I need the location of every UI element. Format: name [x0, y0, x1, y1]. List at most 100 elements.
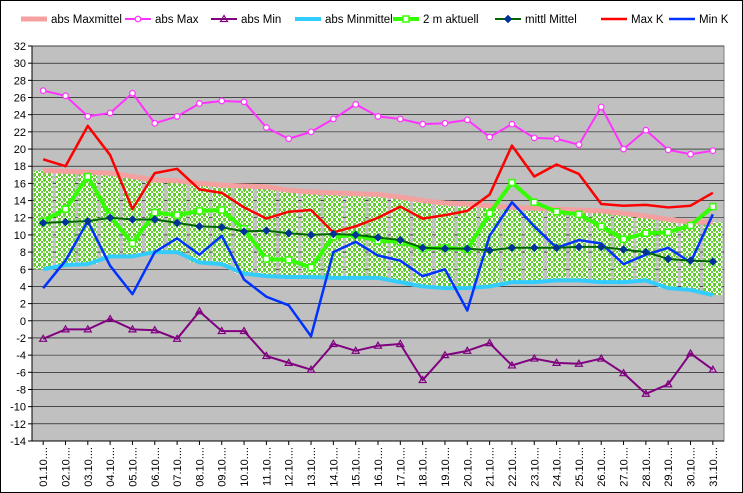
x-tick-label: 01.10.... — [38, 447, 50, 487]
x-tick-label: 19.10.... — [440, 447, 452, 487]
series-lines — [38, 87, 718, 397]
data-point — [709, 202, 717, 211]
data-point — [575, 210, 583, 219]
data-point — [374, 113, 382, 120]
x-axis-ticks: 01.10.... 02.10.... 03.10.... 04.10.... 05.1… — [38, 441, 720, 487]
data-point — [172, 334, 182, 342]
data-point — [307, 263, 315, 272]
y-tick-label: 8 — [20, 247, 26, 259]
data-point — [663, 254, 673, 264]
y-tick-label: -6 — [16, 367, 26, 379]
data-point — [329, 229, 338, 239]
y-tick-label: -8 — [16, 384, 26, 396]
data-point — [129, 89, 136, 97]
data-point — [84, 172, 92, 181]
data-point — [529, 353, 539, 362]
data-point — [574, 359, 584, 367]
series-line — [42, 310, 714, 395]
y-tick-label: 24 — [14, 110, 26, 122]
data-point — [62, 92, 69, 100]
legend-label: mittl Mittel — [525, 14, 577, 26]
data-point — [172, 218, 182, 228]
data-point — [574, 242, 584, 252]
x-tick-label: 10.10.... — [239, 447, 251, 487]
data-point — [418, 243, 427, 253]
x-tick-label: 21.10.... — [485, 447, 497, 487]
x-tick-label: 31.10.... — [708, 447, 720, 487]
x-tick-label: 03.10.... — [83, 447, 95, 487]
data-point — [641, 247, 651, 257]
data-point — [307, 128, 315, 136]
data-point — [373, 340, 383, 349]
x-tick-label: 28.10.... — [641, 447, 653, 487]
series-line-abs-maxmittel — [43, 168, 713, 225]
legend-item: mittl Mittel — [495, 14, 577, 26]
x-tick-label: 25.10.... — [574, 447, 586, 487]
x-tick-label: 08.10.... — [194, 447, 206, 487]
data-point — [619, 368, 629, 377]
legend-label: Max K — [631, 14, 664, 26]
data-point — [150, 215, 160, 224]
x-tick-label: 27.10.... — [619, 447, 631, 487]
legend-label: abs Max — [155, 14, 199, 26]
legend-label: abs Maxmittel — [51, 14, 122, 26]
data-point — [173, 211, 181, 219]
data-point — [463, 116, 471, 124]
data-point — [105, 314, 115, 323]
data-point — [552, 243, 561, 253]
data-point — [351, 230, 361, 240]
series-mittl-mittel — [38, 213, 718, 266]
data-point — [83, 216, 93, 226]
x-tick-label: 09.10.... — [217, 447, 229, 487]
y-tick-label: -12 — [10, 419, 26, 431]
data-point — [503, 14, 513, 24]
series-line — [42, 124, 714, 234]
data-point — [105, 213, 115, 223]
x-tick-label: 12.10.... — [284, 447, 296, 487]
y-tick-label: 12 — [14, 213, 26, 225]
data-point — [553, 135, 560, 143]
data-point — [597, 103, 605, 111]
data-point — [173, 113, 181, 120]
data-point — [395, 339, 405, 348]
series-max-k — [42, 124, 714, 234]
data-point — [418, 375, 428, 384]
series-abs-min — [38, 306, 718, 397]
data-point — [642, 126, 650, 134]
series-abs-max — [39, 87, 717, 158]
data-point — [663, 379, 673, 388]
data-point — [261, 351, 271, 360]
data-point — [196, 100, 203, 107]
x-tick-label: 13.10.... — [306, 447, 318, 487]
data-point — [596, 242, 606, 252]
data-point — [127, 324, 137, 333]
legend-item: Min K — [669, 14, 729, 26]
data-point — [128, 215, 137, 224]
legend: abs Maxmittel abs Max abs Min abs Minmittel… — [21, 14, 729, 26]
data-point — [485, 246, 494, 255]
data-point — [351, 346, 361, 354]
x-tick-label: 17.10.... — [395, 447, 407, 487]
y-tick-label: 26 — [14, 93, 26, 105]
data-point — [285, 135, 293, 143]
data-point — [529, 243, 539, 253]
legend-item: Max K — [601, 14, 664, 26]
y-tick-label: 0 — [20, 316, 26, 328]
data-point — [597, 222, 605, 231]
data-point — [462, 244, 472, 254]
data-point — [219, 14, 229, 23]
data-point — [134, 15, 142, 23]
data-point — [575, 141, 583, 149]
data-point — [441, 119, 449, 127]
data-point — [462, 346, 472, 354]
data-point — [262, 124, 270, 131]
y-tick-label: 4 — [20, 281, 26, 293]
data-point — [38, 334, 48, 342]
data-point — [419, 120, 427, 128]
x-tick-label: 30.10.... — [686, 447, 698, 487]
y-tick-label: 30 — [14, 58, 26, 70]
data-point — [687, 150, 694, 158]
y-axis-ticks: 32302826242220181614121086420-2-4-6-8-10… — [10, 41, 724, 448]
